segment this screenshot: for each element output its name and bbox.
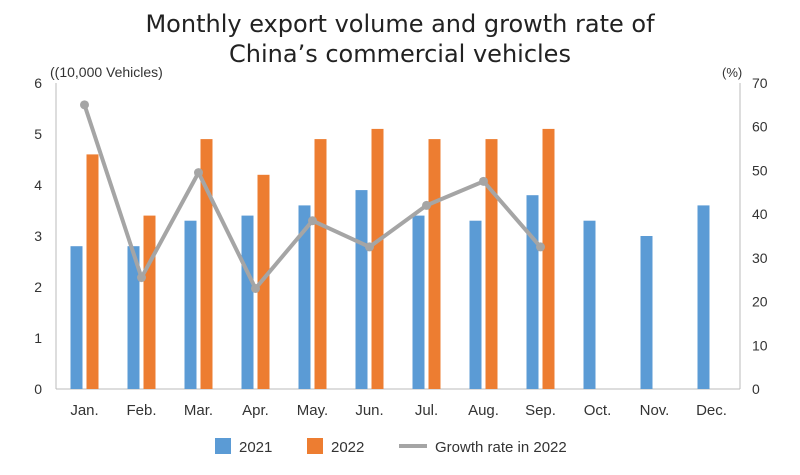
bar-2022-jul: [428, 139, 441, 389]
x-tick-label: Jan.: [70, 402, 98, 419]
x-tick-label: Mar.: [184, 402, 213, 419]
x-tick-label: Feb.: [126, 402, 156, 419]
y2-tick-label: 20: [752, 294, 768, 310]
growth-rate-point-sep: [536, 242, 545, 252]
y2-tick-label: 30: [752, 250, 768, 266]
x-tick-label: Apr.: [242, 402, 269, 419]
x-tick-label: Nov.: [640, 402, 670, 419]
bar-2022-jan: [86, 154, 99, 389]
y-tick-label: 3: [34, 228, 42, 244]
y-tick-label: 6: [34, 75, 42, 91]
y2-tick-label: 0: [752, 381, 760, 397]
y2-axis-label: (%): [722, 65, 742, 80]
legend-label-2: Growth rate in 2022: [435, 439, 567, 456]
bar-2021-aug: [469, 220, 482, 389]
bar-2021-oct: [583, 220, 596, 389]
bar-2021-nov: [640, 236, 653, 389]
x-tick-label: Aug.: [468, 402, 499, 419]
x-tick-label: Jul.: [415, 402, 438, 419]
growth-rate-point-jun: [365, 242, 374, 252]
y2-tick-label: 10: [752, 337, 768, 353]
bar-2021-mar: [184, 220, 197, 389]
y-tick-label: 2: [34, 279, 42, 295]
chart-title-line-1: Monthly export volume and growth rate of: [145, 10, 655, 38]
x-tick-label: May.: [297, 402, 328, 419]
bar-2022-mar: [200, 139, 213, 389]
x-tick-label: Oct.: [584, 402, 612, 419]
legend-swatch-1: [307, 438, 323, 454]
legend-label-1: 2022: [331, 439, 364, 456]
growth-rate-point-jan: [80, 100, 89, 110]
x-tick-label: Sep.: [525, 402, 556, 419]
bar-2021-jun: [355, 190, 368, 389]
legend-label-0: 2021: [239, 439, 272, 456]
bar-2022-jun: [371, 128, 384, 389]
y2-tick-label: 60: [752, 119, 768, 135]
growth-rate-point-mar: [194, 168, 203, 178]
growth-rate-point-apr: [251, 283, 260, 293]
chart-title-line-2: China’s commercial vehicles: [229, 40, 571, 68]
y-tick-label: 4: [34, 177, 42, 193]
bar-2021-feb: [127, 246, 140, 389]
bar-2021-sep: [526, 195, 539, 389]
bar-2021-dec: [697, 205, 710, 389]
y-tick-label: 1: [34, 330, 42, 346]
bar-2022-sep: [542, 128, 555, 389]
growth-rate-point-jul: [422, 200, 431, 210]
growth-rate-point-may: [308, 216, 317, 226]
bar-2022-aug: [485, 139, 498, 389]
y2-tick-label: 50: [752, 162, 768, 178]
bar-2022-feb: [143, 215, 156, 389]
bar-2022-may: [314, 139, 327, 389]
growth-rate-point-aug: [479, 176, 488, 186]
y-tick-label: 5: [34, 126, 42, 142]
y2-tick-label: 70: [752, 75, 768, 91]
y-tick-label: 0: [34, 381, 42, 397]
x-tick-label: Dec.: [696, 402, 727, 419]
bar-2021-jul: [412, 215, 425, 389]
bar-2021-jan: [70, 246, 83, 389]
legend-swatch-0: [215, 438, 231, 454]
y2-tick-label: 40: [752, 206, 768, 222]
growth-rate-point-feb: [137, 273, 146, 283]
x-tick-label: Jun.: [355, 402, 383, 419]
y-axis-label: ((10,000 Vehicles): [50, 64, 163, 80]
bar-2021-apr: [241, 215, 254, 389]
bar-2021-may: [298, 205, 311, 389]
